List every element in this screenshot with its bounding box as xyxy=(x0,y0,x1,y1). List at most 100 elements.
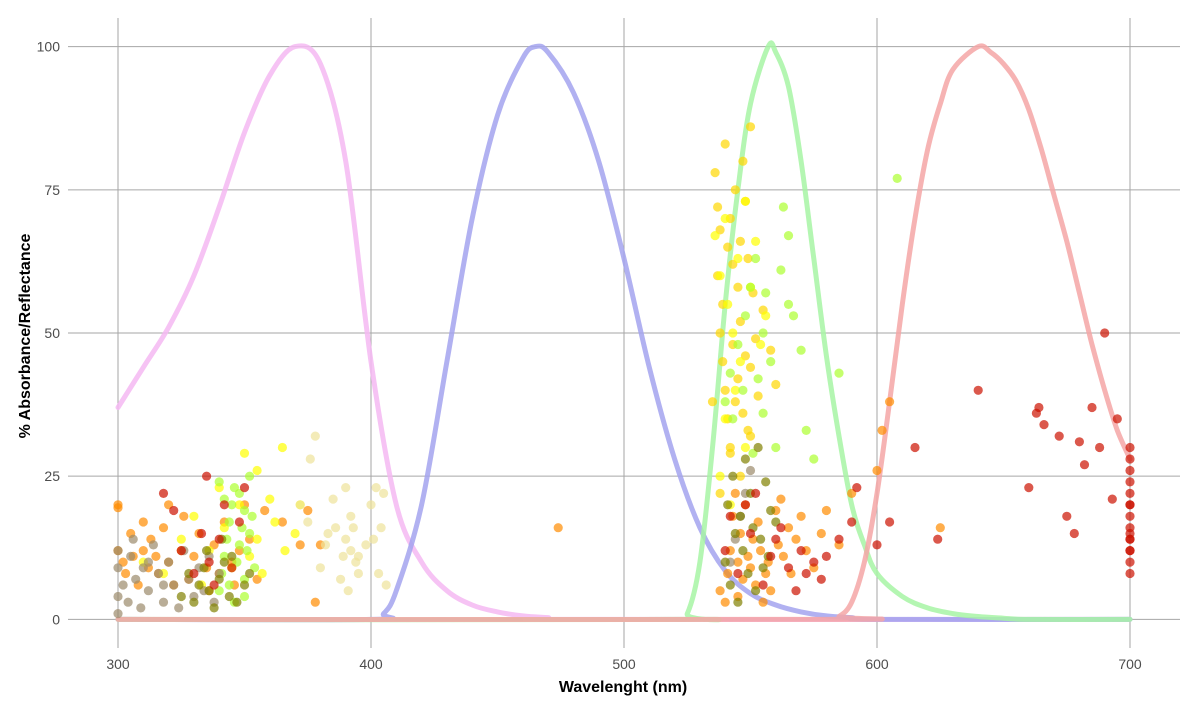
scatter-point xyxy=(933,534,943,544)
scatter-point xyxy=(753,442,763,453)
scatter-point xyxy=(328,494,338,504)
scatter-point xyxy=(728,414,738,424)
x-axis-ticks: 300 400 500 600 700 xyxy=(106,656,1142,672)
scatter-point xyxy=(766,505,776,516)
scatter-point xyxy=(224,580,234,590)
scatter-point xyxy=(758,408,768,418)
scatter-point xyxy=(374,568,384,579)
scatter-point xyxy=(743,568,753,579)
scatter-point xyxy=(756,339,766,350)
scatter-point xyxy=(715,271,725,281)
scatter-point xyxy=(320,540,331,550)
scatter-point xyxy=(1125,528,1135,539)
scatter-point xyxy=(366,500,376,510)
scatter-point xyxy=(257,568,267,579)
scatter-point xyxy=(733,557,743,567)
scatter-point xyxy=(232,597,242,607)
scatter-point xyxy=(852,483,862,493)
sensitivity-curves xyxy=(115,40,1133,623)
scatter-point xyxy=(1125,500,1135,510)
scatter-point xyxy=(720,597,730,607)
scatter-point xyxy=(158,580,169,590)
scatter-point xyxy=(280,546,290,556)
scatter-point xyxy=(728,471,738,481)
scatter-point xyxy=(136,603,146,613)
y-tick-label: 50 xyxy=(44,325,60,341)
scatter-point xyxy=(796,345,806,355)
y-axis-ticks: 0 25 50 75 100 xyxy=(37,39,61,628)
scatter-point xyxy=(214,534,224,544)
scatter-point xyxy=(740,311,751,321)
scatter-point xyxy=(758,580,768,590)
scatter-point xyxy=(1095,442,1105,453)
scatter-point xyxy=(935,523,945,533)
scatter-point xyxy=(766,551,776,562)
scatter-point xyxy=(1024,483,1034,493)
scatter-point xyxy=(723,299,733,309)
scatter-point xyxy=(738,156,748,166)
scatter-point xyxy=(715,471,725,481)
y-tick-label: 25 xyxy=(44,468,60,484)
sensitivity-curve-465 xyxy=(115,43,1133,623)
scatter-point xyxy=(371,483,381,493)
scatter-point xyxy=(728,328,738,338)
scatter-point xyxy=(710,168,720,178)
scatter-point xyxy=(809,454,819,464)
scatter-point xyxy=(219,500,229,510)
scatter-point xyxy=(740,500,751,510)
scatter-point xyxy=(751,253,761,264)
scatter-point xyxy=(277,442,287,453)
scatter-point xyxy=(194,580,204,590)
scatter-point xyxy=(885,397,895,407)
scatter-point xyxy=(341,534,351,544)
scatter-point xyxy=(771,534,781,544)
scatter-point xyxy=(376,523,386,533)
scatter-point xyxy=(783,231,794,241)
scatter-point xyxy=(796,511,806,521)
y-tick-label: 100 xyxy=(37,39,61,55)
scatter-point xyxy=(214,477,224,487)
scatter-point xyxy=(1112,414,1122,424)
scatter-point xyxy=(553,523,563,533)
scatter-point xyxy=(733,374,743,384)
scatter-point xyxy=(138,517,148,527)
scatter-point xyxy=(788,311,799,321)
scatter-point xyxy=(761,311,771,321)
scatter-point xyxy=(735,357,746,367)
x-axis-title: Wavelenght (nm) xyxy=(559,679,687,696)
scatter-point xyxy=(766,357,776,367)
scatter-point xyxy=(892,173,902,183)
scatter-point xyxy=(973,385,983,395)
scatter-point xyxy=(718,357,728,367)
scatter-point xyxy=(847,517,857,527)
scatter-point xyxy=(368,534,379,544)
scatter-point xyxy=(761,288,771,298)
scatter-point xyxy=(123,597,133,607)
scatter-point xyxy=(158,597,169,607)
scatter-point xyxy=(791,534,801,544)
scatter-point xyxy=(885,517,895,527)
scatter-point xyxy=(735,511,746,521)
scatter-point xyxy=(277,517,287,527)
scatter-point xyxy=(730,185,740,195)
scatter-point xyxy=(239,591,250,602)
scatter-point xyxy=(239,580,250,590)
x-tick-label: 500 xyxy=(612,656,636,672)
scatter-point xyxy=(1034,402,1044,413)
scatter-point xyxy=(303,517,313,527)
scatter-point xyxy=(1125,557,1135,567)
scatter-point xyxy=(816,574,826,584)
scatter-point xyxy=(348,523,358,533)
scatter-point xyxy=(720,414,730,424)
scatter-point xyxy=(227,500,237,510)
sensitivity-curve-557 xyxy=(115,40,1133,623)
scatter-point xyxy=(720,397,730,407)
scatter-point xyxy=(343,586,353,596)
scatter-point xyxy=(821,505,832,516)
scatter-point xyxy=(290,528,300,539)
scatter-point xyxy=(753,374,763,384)
scatter-point xyxy=(158,488,169,498)
scatter-point xyxy=(715,586,725,596)
scatter-point xyxy=(176,534,186,544)
scatter-point xyxy=(153,568,164,579)
